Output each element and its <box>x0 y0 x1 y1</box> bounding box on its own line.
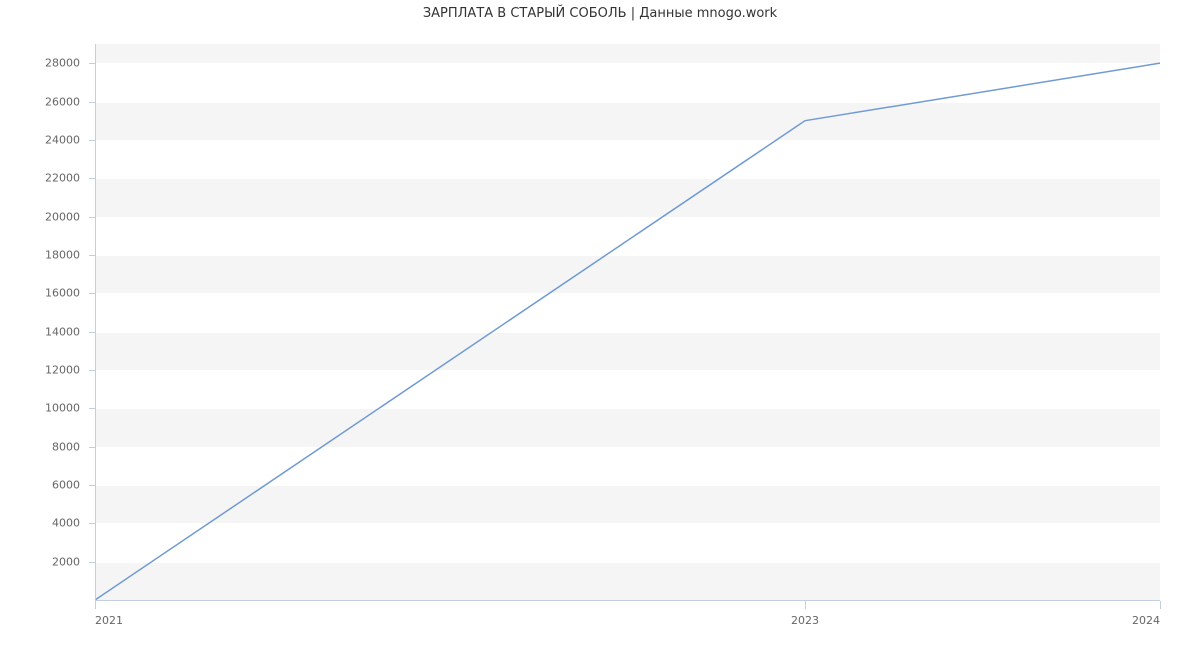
y-tick-label: 2000 <box>0 555 80 568</box>
data-line <box>95 44 1160 600</box>
y-tick-label: 26000 <box>0 95 80 108</box>
y-tick-label: 28000 <box>0 57 80 70</box>
y-tick-mark <box>89 217 95 218</box>
y-tick-mark <box>89 255 95 256</box>
y-tick-label: 18000 <box>0 248 80 261</box>
x-tick-label: 2024 <box>1130 614 1160 627</box>
y-tick-mark <box>89 332 95 333</box>
y-tick-label: 4000 <box>0 517 80 530</box>
y-tick-mark <box>89 485 95 486</box>
y-tick-mark <box>89 447 95 448</box>
y-tick-mark <box>89 370 95 371</box>
y-tick-label: 6000 <box>0 478 80 491</box>
x-tick-label: 2023 <box>790 614 820 627</box>
y-tick-mark <box>89 523 95 524</box>
y-tick-label: 12000 <box>0 363 80 376</box>
y-tick-mark <box>89 408 95 409</box>
chart-title: ЗАРПЛАТА В СТАРЫЙ СОБОЛЬ | Данные mnogo.… <box>0 6 1200 21</box>
y-tick-label: 8000 <box>0 440 80 453</box>
y-tick-mark <box>89 63 95 64</box>
y-tick-label: 14000 <box>0 325 80 338</box>
plot-area <box>95 44 1160 600</box>
y-axis-line <box>95 44 96 600</box>
x-tick-mark <box>805 601 806 609</box>
y-tick-mark <box>89 178 95 179</box>
y-tick-mark <box>89 562 95 563</box>
y-tick-mark <box>89 102 95 103</box>
y-tick-mark <box>89 140 95 141</box>
salary-line-chart: ЗАРПЛАТА В СТАРЫЙ СОБОЛЬ | Данные mnogo.… <box>0 0 1200 650</box>
y-tick-label: 16000 <box>0 287 80 300</box>
x-tick-mark <box>95 601 96 609</box>
y-tick-label: 20000 <box>0 210 80 223</box>
y-tick-mark <box>89 293 95 294</box>
y-tick-label: 10000 <box>0 402 80 415</box>
x-tick-mark <box>1160 601 1161 609</box>
y-tick-label: 24000 <box>0 133 80 146</box>
y-tick-label: 22000 <box>0 172 80 185</box>
x-axis-line <box>95 600 1160 601</box>
x-tick-label: 2021 <box>95 614 123 627</box>
